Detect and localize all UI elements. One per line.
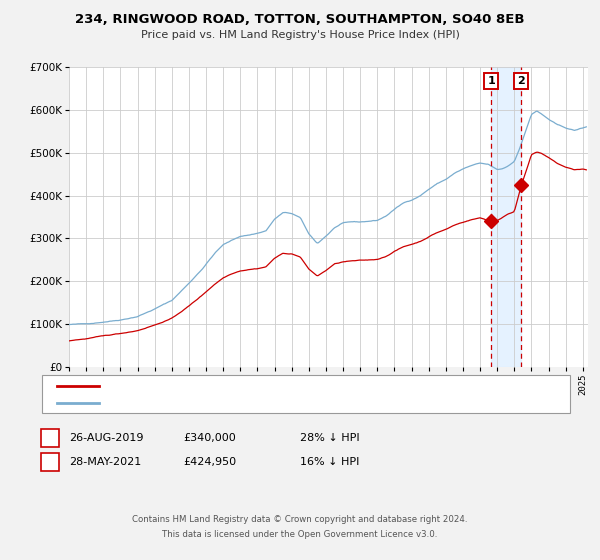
Text: 2: 2 xyxy=(46,455,54,469)
Text: This data is licensed under the Open Government Licence v3.0.: This data is licensed under the Open Gov… xyxy=(163,530,437,539)
Text: 28% ↓ HPI: 28% ↓ HPI xyxy=(300,433,359,443)
Text: 26-AUG-2019: 26-AUG-2019 xyxy=(69,433,143,443)
Text: 234, RINGWOOD ROAD, TOTTON, SOUTHAMPTON, SO40 8EB (detached house): 234, RINGWOOD ROAD, TOTTON, SOUTHAMPTON,… xyxy=(106,381,480,390)
Text: 28-MAY-2021: 28-MAY-2021 xyxy=(69,457,141,467)
Text: 16% ↓ HPI: 16% ↓ HPI xyxy=(300,457,359,467)
Text: £424,950: £424,950 xyxy=(183,457,236,467)
Text: 234, RINGWOOD ROAD, TOTTON, SOUTHAMPTON, SO40 8EB: 234, RINGWOOD ROAD, TOTTON, SOUTHAMPTON,… xyxy=(75,13,525,26)
Bar xyxy=(491,67,521,367)
Text: 2: 2 xyxy=(517,76,525,86)
Text: 1: 1 xyxy=(46,431,54,445)
Text: Price paid vs. HM Land Registry's House Price Index (HPI): Price paid vs. HM Land Registry's House … xyxy=(140,30,460,40)
Text: £340,000: £340,000 xyxy=(183,433,236,443)
Text: 1: 1 xyxy=(487,76,495,86)
Text: HPI: Average price, detached house, New Forest: HPI: Average price, detached house, New … xyxy=(106,398,335,407)
Text: Contains HM Land Registry data © Crown copyright and database right 2024.: Contains HM Land Registry data © Crown c… xyxy=(132,515,468,524)
